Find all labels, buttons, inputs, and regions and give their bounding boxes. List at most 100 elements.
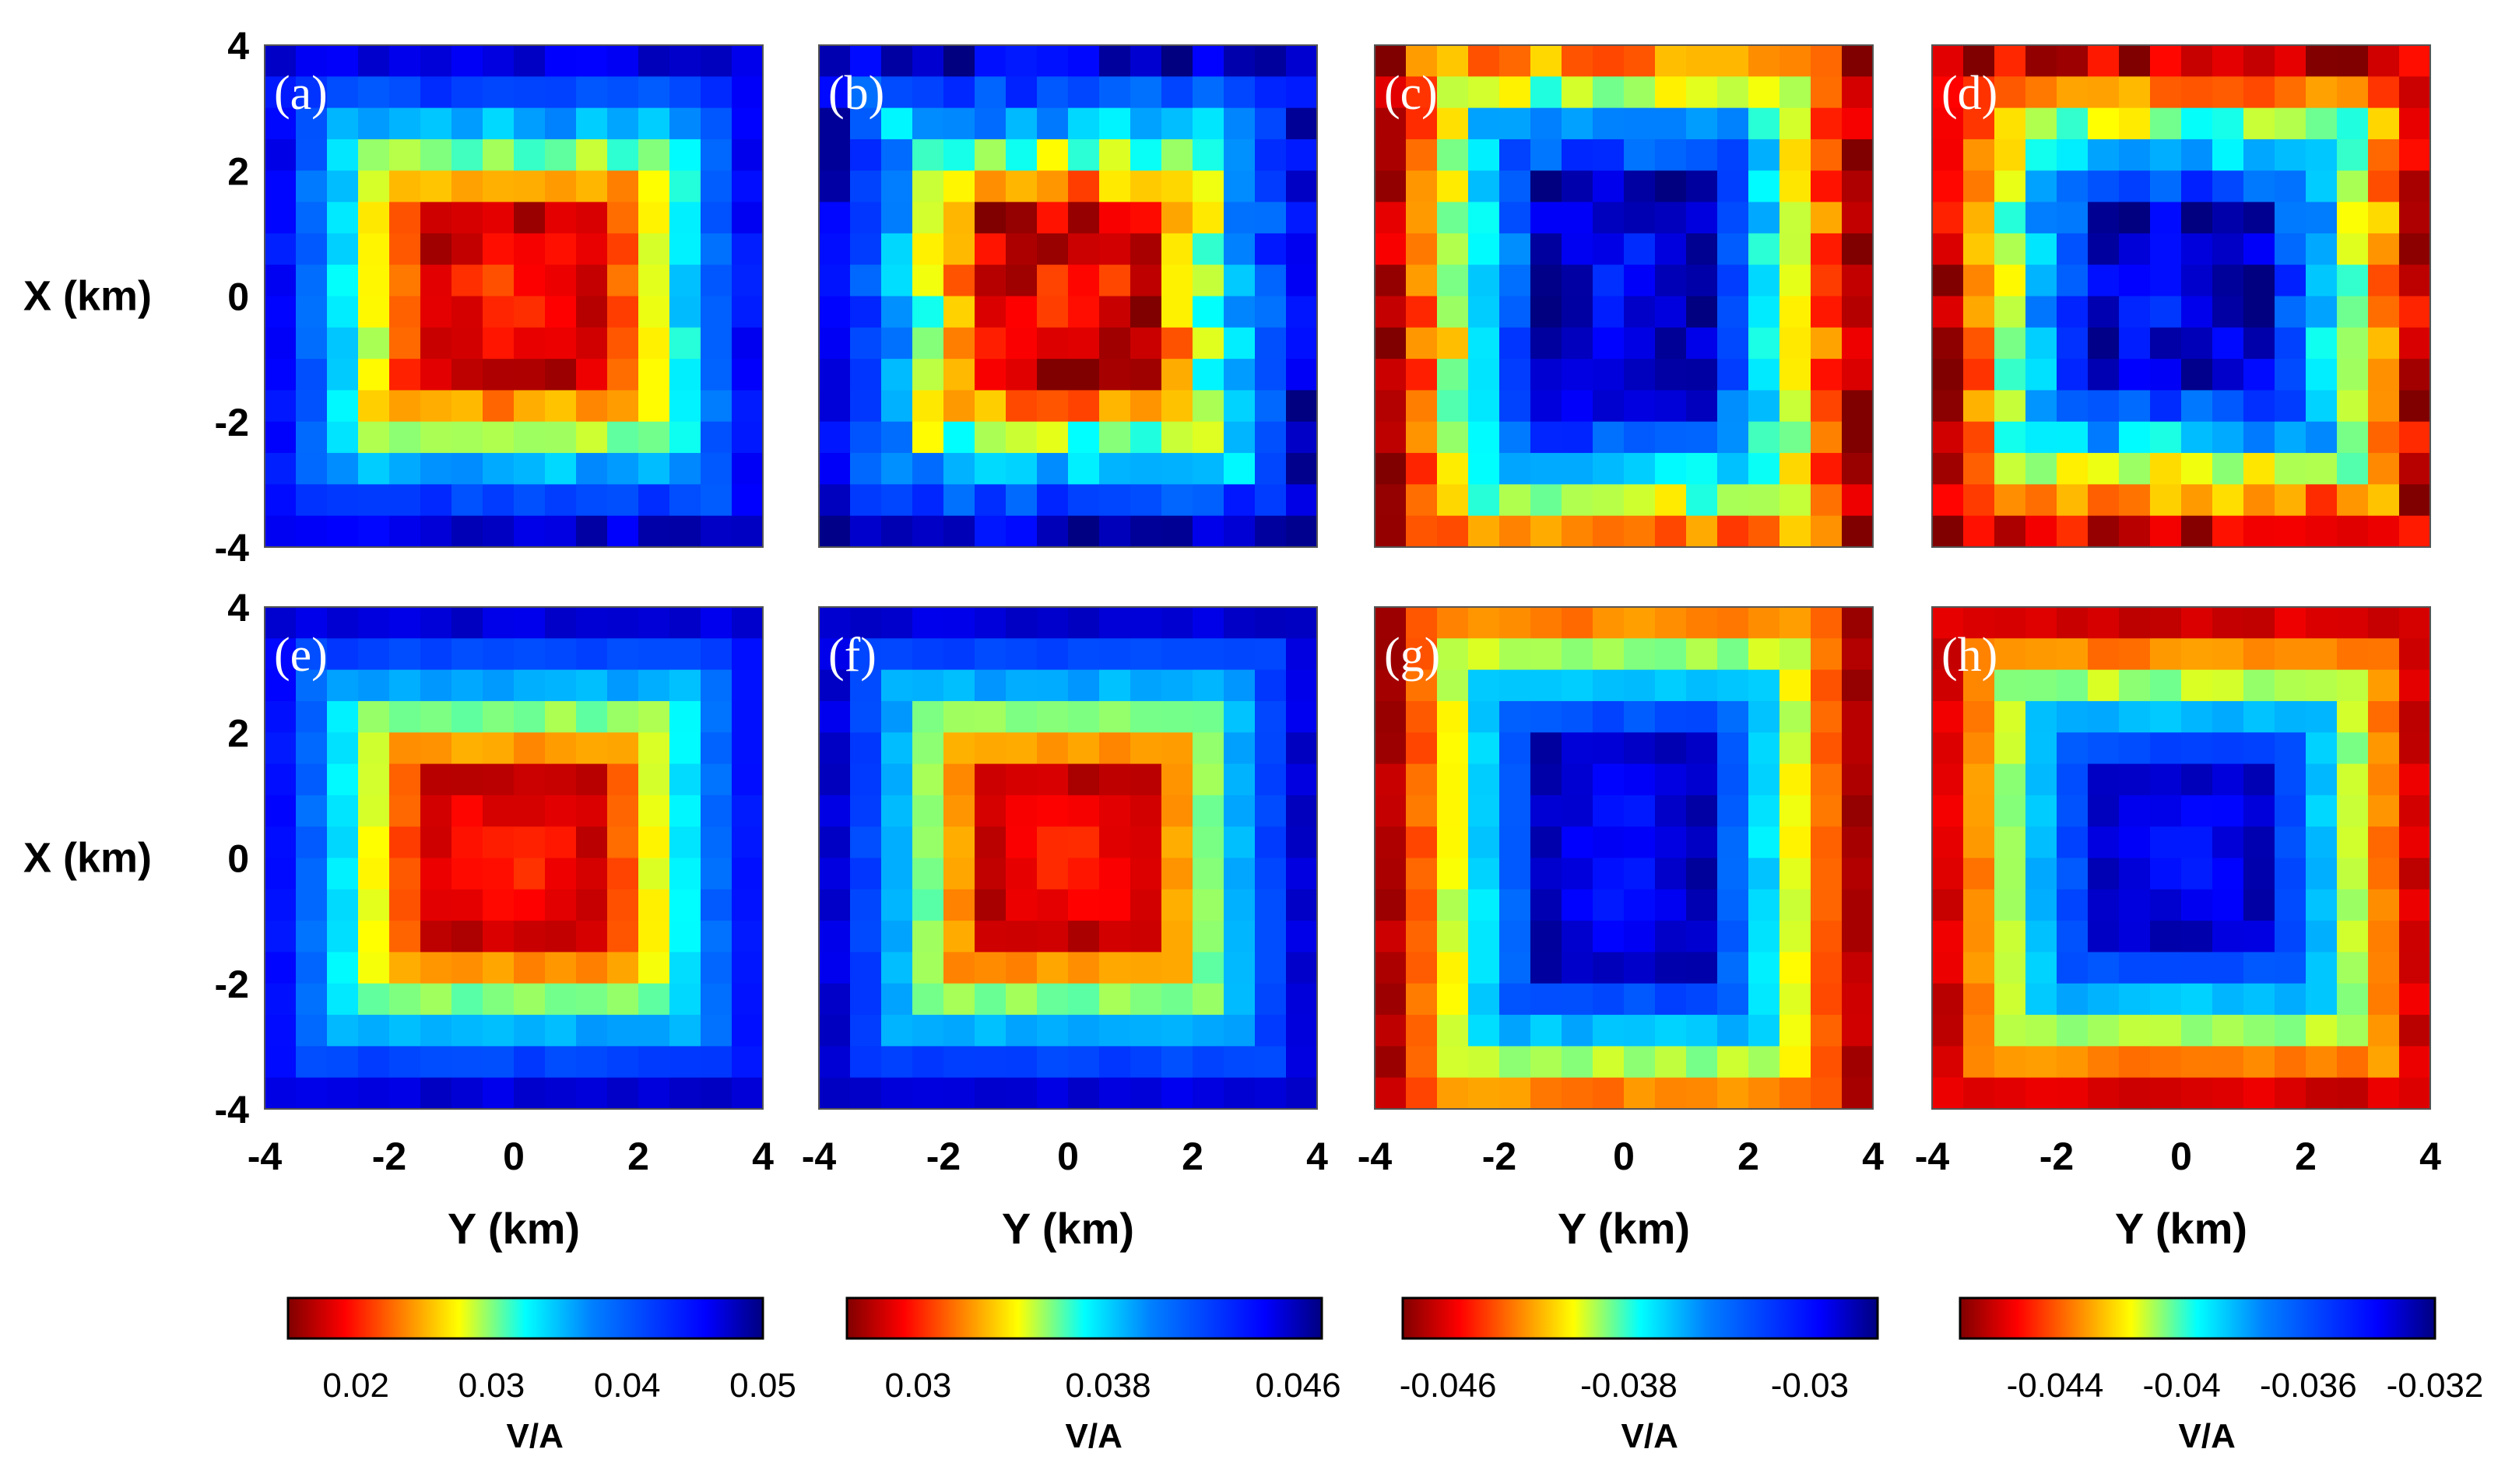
heatmap-cell — [545, 921, 577, 953]
heatmap-cell — [2150, 202, 2182, 234]
heatmap-cell — [483, 421, 515, 454]
heatmap-cell — [1499, 795, 1531, 827]
heatmap-cell — [296, 921, 328, 953]
heatmap-cell — [638, 327, 670, 360]
heatmap-cell — [1686, 359, 1718, 391]
heatmap-cell — [1499, 296, 1531, 328]
heatmap-cell — [2306, 889, 2338, 921]
heatmap-cell — [1842, 390, 1874, 423]
heatmap-cell — [732, 170, 764, 203]
heatmap-cell — [819, 170, 851, 203]
colorbar-tick-label: -0.046 — [1400, 1366, 1497, 1405]
heatmap-cell — [607, 202, 639, 234]
heatmap-cell — [389, 421, 421, 454]
heatmap-cell — [732, 484, 764, 517]
x-tick-label: -4 — [802, 1135, 837, 1178]
heatmap-cell — [1161, 889, 1193, 921]
colorbar-tick-label: -0.03 — [1771, 1366, 1849, 1405]
heatmap-cell — [1161, 484, 1193, 517]
heatmap-cell — [912, 170, 944, 203]
heatmap-cell — [1686, 795, 1718, 827]
heatmap-cell — [2337, 732, 2369, 765]
heatmap-cell — [669, 107, 701, 140]
heatmap-cell — [545, 390, 577, 423]
heatmap-cell — [1161, 139, 1193, 171]
heatmap-cell — [943, 76, 975, 109]
heatmap-cell — [607, 453, 639, 485]
heatmap-cell — [2212, 1015, 2244, 1047]
heatmap-cell — [1037, 889, 1069, 921]
heatmap-cell — [1963, 265, 1995, 297]
heatmap-cell — [2119, 265, 2151, 297]
heatmap-cell — [1530, 921, 1562, 953]
heatmap-cell — [2368, 265, 2400, 297]
heatmap-cell — [327, 327, 359, 360]
heatmap-cell — [1748, 1015, 1780, 1047]
heatmap-cell — [420, 170, 452, 203]
heatmap-cell — [1717, 1015, 1749, 1047]
heatmap-cell — [2368, 453, 2400, 485]
heatmap-cell — [1686, 296, 1718, 328]
heatmap-cell — [1224, 390, 1256, 423]
heatmap-cell — [1963, 795, 1995, 827]
heatmap-cell — [1686, 669, 1718, 702]
heatmap-cell — [732, 296, 764, 328]
heatmap-cell — [1468, 76, 1500, 109]
heatmap-cell — [1130, 170, 1162, 203]
heatmap-cell — [545, 858, 577, 890]
heatmap-cell — [638, 390, 670, 423]
heatmap-cell — [1994, 453, 2026, 485]
heatmap-cell — [2150, 139, 2182, 171]
heatmap-cell — [912, 327, 944, 360]
heatmap-cell — [1499, 45, 1531, 77]
heatmap-cell — [2025, 327, 2057, 360]
heatmap-cell — [420, 233, 452, 265]
heatmap-cell — [265, 484, 297, 517]
heatmap-cell — [701, 763, 733, 796]
heatmap-cell — [389, 359, 421, 391]
heatmap-cell — [1406, 76, 1438, 109]
heatmap-cell — [1037, 607, 1069, 639]
heatmap-cell — [2337, 921, 2369, 953]
heatmap-cell — [1842, 515, 1874, 548]
heatmap-cell — [2119, 76, 2151, 109]
heatmap-cell — [912, 45, 944, 77]
heatmap-cell — [850, 107, 882, 140]
heatmap-cell — [2181, 1015, 2213, 1047]
heatmap-cell — [819, 732, 851, 765]
heatmap-cell — [1224, 45, 1256, 77]
heatmap-cell — [1193, 983, 1224, 1016]
heatmap-cell — [1842, 45, 1874, 77]
heatmap-cell — [1468, 952, 1500, 984]
heatmap-cell — [1717, 889, 1749, 921]
heatmap-cell — [1068, 421, 1100, 454]
x-tick-label: 4 — [752, 1135, 774, 1178]
heatmap-cell — [1130, 669, 1162, 702]
heatmap-cell — [975, 515, 1007, 548]
heatmap-cell — [2057, 202, 2089, 234]
heatmap-cell — [1437, 1077, 1469, 1110]
heatmap-cell — [669, 700, 701, 733]
heatmap-cell — [1779, 700, 1811, 733]
heatmap-cell — [607, 170, 639, 203]
heatmap-cell — [2243, 45, 2275, 77]
heatmap-cell — [1375, 359, 1407, 391]
heatmap-cell — [2088, 421, 2120, 454]
heatmap-cell — [881, 202, 913, 234]
heatmap-cell — [2088, 76, 2120, 109]
heatmap-cell — [1842, 638, 1874, 671]
heatmap-cell — [1842, 107, 1874, 140]
heatmap-cell — [1468, 826, 1500, 859]
heatmap-cell — [1406, 763, 1438, 796]
heatmap-cell — [1717, 45, 1749, 77]
heatmap-cell — [514, 453, 546, 485]
heatmap-cell — [1006, 265, 1038, 297]
heatmap-cell — [819, 202, 851, 234]
heatmap-cell — [1130, 296, 1162, 328]
heatmap-cell — [607, 607, 639, 639]
heatmap-cell — [2275, 139, 2306, 171]
heatmap-cell — [2025, 607, 2057, 639]
heatmap-cell — [1255, 139, 1287, 171]
heatmap-cell — [2212, 45, 2244, 77]
heatmap-cell — [943, 139, 975, 171]
